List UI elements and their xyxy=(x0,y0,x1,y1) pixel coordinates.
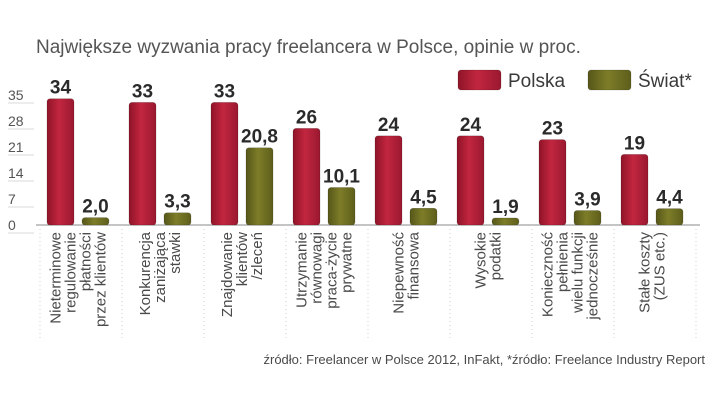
category-label: Niepewnośćfinansowa xyxy=(391,231,423,313)
category-label-line: prywatne xyxy=(339,232,356,293)
category-label: Wysokiepodatki xyxy=(473,232,505,289)
bar-value-label: 23 xyxy=(542,119,563,140)
category-label-line: klientów xyxy=(234,232,251,286)
bar-swiat xyxy=(245,147,274,226)
bar-swiat xyxy=(81,217,110,226)
legend-swatch-swiat xyxy=(587,69,632,91)
category-label-line: przez klientów xyxy=(93,232,110,327)
y-tick-label: 21 xyxy=(8,139,24,155)
chart-title: Największe wyzwania pracy freelancera w … xyxy=(36,37,581,58)
bar-swiat xyxy=(409,207,438,226)
bar-polska xyxy=(620,154,649,226)
category-label-line: zaniżająca xyxy=(152,231,169,303)
category-label-line: Utrzymanie xyxy=(294,232,311,308)
plot-area: 0 7 14 21 28 35 34 2,0 Nieterminoweregulowaniepł… xyxy=(8,78,700,340)
category-label-line: Nieterminowe xyxy=(48,232,65,324)
bar-swiat xyxy=(491,217,520,226)
bar-value-label: 1,9 xyxy=(492,197,518,218)
chart-source: źródło: Freelancer w Polsce 2012, InFakt… xyxy=(264,352,706,367)
bar-polska xyxy=(292,128,321,226)
legend-label: Świat* xyxy=(638,70,692,92)
category-label-line: jednocześnie xyxy=(585,232,602,321)
bar-value-label: 3,9 xyxy=(574,190,600,211)
category-label: Utrzymanierównowagipraca-życieprywatne xyxy=(294,232,356,309)
category-label-line: finansowa xyxy=(406,231,423,299)
bar-value-label: 10,1 xyxy=(323,166,360,187)
bar-polska xyxy=(538,139,567,226)
bar-swiat xyxy=(573,210,602,226)
category-label-line: regulowanie xyxy=(63,232,80,313)
bar-value-label: 3,3 xyxy=(164,192,190,213)
bar-polska xyxy=(210,102,239,226)
y-tick-label: 14 xyxy=(8,165,24,181)
bar-swiat xyxy=(163,212,192,226)
bar-value-label: 26 xyxy=(296,107,317,128)
y-tick-label: 35 xyxy=(8,87,24,103)
category-label-line: stawki xyxy=(167,232,184,274)
legend-swatch-polska xyxy=(457,69,502,91)
category-label: Koniecznośćpełnieniawielu funkcjijednocz… xyxy=(540,231,602,320)
category-label: Nieterminoweregulowaniepłatnościprzez kl… xyxy=(48,232,110,327)
category-label-line: równowagi xyxy=(309,232,326,304)
bar-value-label: 33 xyxy=(214,81,235,102)
bar-value-label: 20,8 xyxy=(241,127,278,148)
bar-value-label: 19 xyxy=(624,133,645,154)
category-label-line: Niepewność xyxy=(391,232,408,314)
bar-polska xyxy=(456,135,485,226)
category-label-line: praca-życie xyxy=(324,232,341,309)
category-label-line: Konkurencja xyxy=(137,231,154,315)
y-tick-label: 7 xyxy=(8,191,16,207)
bar-polska xyxy=(374,135,403,226)
bar-value-label: 24 xyxy=(460,115,482,136)
bar-value-label: 33 xyxy=(132,81,153,102)
category-label-line: Wysokie xyxy=(473,232,490,289)
y-tick-label: 0 xyxy=(8,217,16,233)
category-label-line: (ZUS etc.) xyxy=(652,232,669,300)
category-label-line: wielu funkcji xyxy=(570,232,587,314)
category-label-line: Stałe koszty xyxy=(637,232,654,313)
category-label-line: Znajdowanie xyxy=(219,232,236,317)
category-label-line: Konieczność xyxy=(540,232,557,318)
category-label: Konkurencjazaniżającastawki xyxy=(137,231,184,315)
bar-swiat xyxy=(327,187,356,226)
category-label-line: pełnienia xyxy=(555,231,572,292)
category-label-line: /zleceń xyxy=(249,232,266,280)
bar-value-label: 2,0 xyxy=(82,197,108,218)
bar-value-label: 34 xyxy=(50,78,72,99)
category-label: Stałe koszty(ZUS etc.) xyxy=(637,232,669,313)
category-label-line: płatności xyxy=(78,232,95,291)
bar-polska xyxy=(128,102,157,226)
legend-label: Polska xyxy=(508,71,565,92)
bar-polska xyxy=(46,98,75,226)
bar-value-label: 4,5 xyxy=(410,187,437,208)
bar-swiat xyxy=(655,208,684,226)
category-label-line: podatki xyxy=(488,232,505,280)
category-label: Znajdowanieklientów/zleceń xyxy=(219,232,266,317)
bar-value-label: 4,4 xyxy=(656,188,683,209)
bar-value-label: 24 xyxy=(378,115,400,136)
legend: Polska Świat* xyxy=(457,69,692,92)
y-tick-label: 28 xyxy=(8,113,24,129)
